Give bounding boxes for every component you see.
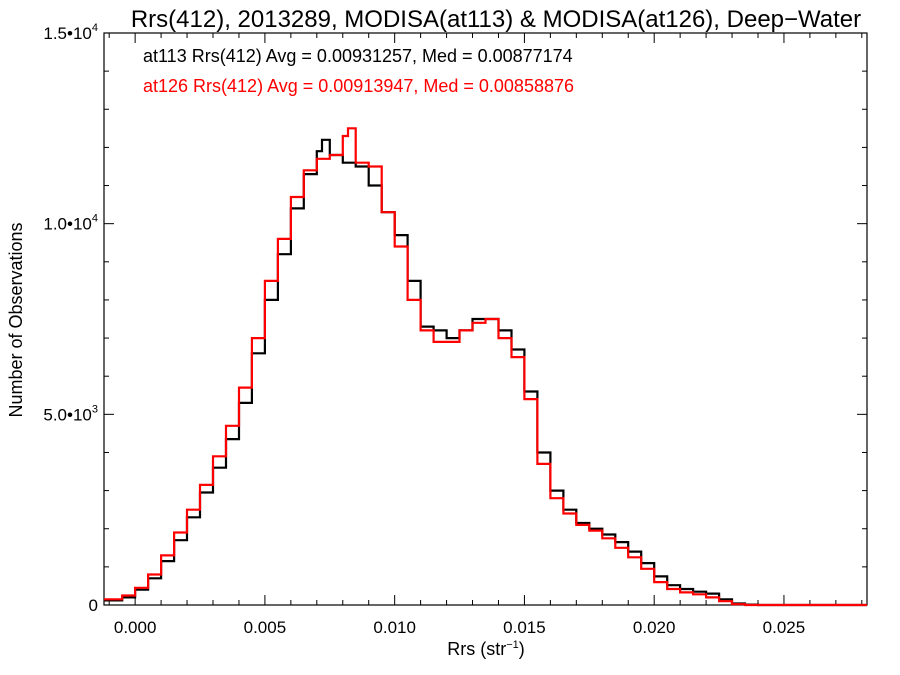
series-layer <box>104 127 867 607</box>
axis-ticks <box>104 32 867 606</box>
x-tick-label: 0.000 <box>114 618 157 637</box>
y-tick-label: 1.0•104 <box>43 213 98 234</box>
x-tick-label: 0.025 <box>763 618 806 637</box>
annotation-1: at113 Rrs(412) Avg = 0.00931257, Med = 0… <box>143 46 573 66</box>
annotation-2: at126 Rrs(412) Avg = 0.00913947, Med = 0… <box>143 76 574 96</box>
x-tick-label: 0.005 <box>244 618 287 637</box>
legend-annotations: at113 Rrs(412) Avg = 0.00931257, Med = 0… <box>143 46 574 96</box>
y-tick-label: 1.5•104 <box>43 22 98 43</box>
chart-title: Rrs(412), 2013289, MODISA(at113) & MODIS… <box>131 6 861 33</box>
tick-labels: 0.000 0.005 0.010 0.015 0.020 0.025 0 5.0•103 1.… <box>43 22 805 637</box>
y-axis-label: Number of Observations <box>6 222 26 417</box>
series-line-1 <box>104 138 867 607</box>
plot-frame <box>103 32 868 606</box>
x-tick-label: 0.015 <box>503 618 546 637</box>
x-axis-label: Rrs (str−1) <box>447 639 525 659</box>
x-tick-label: 0.020 <box>633 618 676 637</box>
x-axis-label-superscript: −1 <box>506 639 519 651</box>
x-tick-label: 0.010 <box>373 618 416 637</box>
series-line-2 <box>104 127 867 607</box>
y-tick-label: 0 <box>89 596 98 615</box>
y-tick-label: 5.0•103 <box>43 403 98 424</box>
